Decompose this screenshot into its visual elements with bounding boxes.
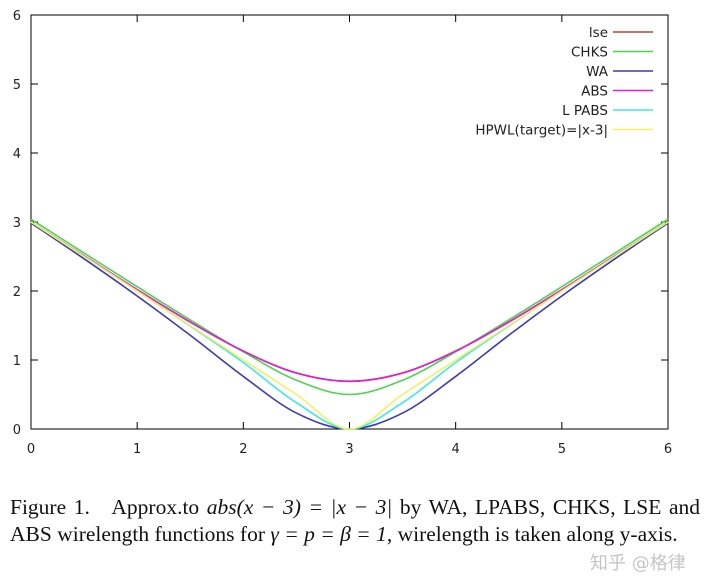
series-line-lse (30, 221, 669, 382)
legend-label: ABS (581, 84, 608, 100)
caption-text: , wirelength is taken along y-axis. (386, 522, 678, 546)
series-line-hpwl-target-x-3 (30, 221, 669, 430)
curves (30, 218, 669, 430)
x-tick-label: 5 (558, 442, 566, 457)
y-tick-label: 6 (13, 9, 21, 24)
legend-label: HPWL(target)=|x-3| (475, 123, 608, 139)
x-tick-label: 4 (452, 442, 460, 457)
legend-label: CHKS (571, 45, 608, 61)
y-tick-label: 0 (13, 423, 21, 438)
plot-frame (30, 14, 669, 430)
x-tick-label: 0 (27, 442, 35, 457)
y-tick-label: 1 (13, 354, 21, 369)
series-line-chks (30, 218, 669, 396)
caption-text: Approx.to (111, 495, 207, 519)
y-tick-label: 4 (13, 147, 21, 162)
legend-label: WA (586, 64, 609, 80)
watermark: 知乎 @格律 (590, 553, 686, 574)
caption-math: abs(x − 3) = |x − 3| (206, 495, 393, 519)
y-tick-label: 2 (13, 285, 21, 300)
x-tick-label: 2 (239, 442, 247, 457)
y-tick-label: 5 (13, 78, 21, 93)
x-tick-label: 6 (664, 442, 672, 457)
series-line-lpabs (30, 221, 669, 430)
figure-caption: Figure 1. Approx.to abs(x − 3) = |x − 3|… (10, 494, 700, 548)
legend: lse CHKS WA ABS L PABS HPWL(target)=|x-3| (475, 25, 653, 139)
caption-text: by WA, LPABS, CHKS, LSE and ABS wireleng… (10, 495, 700, 546)
legend-label: L PABS (562, 103, 608, 119)
series-line-wa (30, 222, 669, 430)
x-tick-label: 3 (345, 442, 353, 457)
caption-math: γ = p = β = 1 (270, 522, 387, 546)
legend-label: lse (589, 25, 608, 41)
x-tick-label: 1 (133, 442, 141, 457)
axis-ticks: 0 1 2 3 4 5 6 0 1 2 3 4 5 6 (13, 9, 672, 457)
series-line-abs (30, 221, 669, 383)
y-tick-label: 3 (13, 216, 21, 231)
caption-label: Figure 1. (10, 495, 90, 519)
chart: 0 1 2 3 4 5 6 0 1 2 3 4 5 6 lse CHKS WA ABS L PABS HPWL(ta… (13, 9, 672, 457)
